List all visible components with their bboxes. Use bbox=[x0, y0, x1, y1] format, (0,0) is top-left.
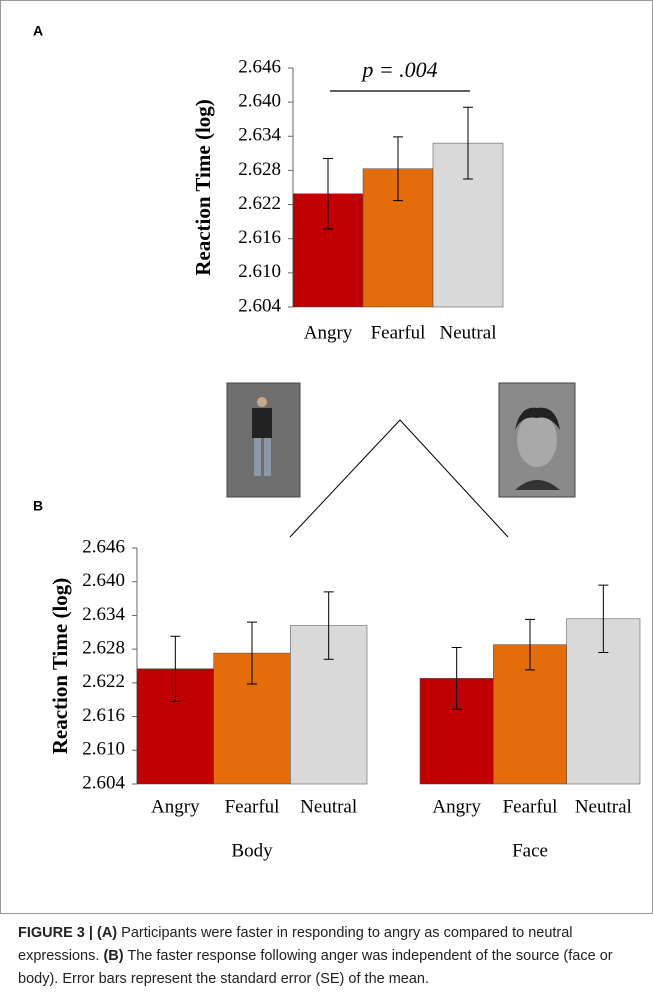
x-tick-label: Neutral bbox=[440, 322, 497, 343]
y-tick-label: 2.628 bbox=[238, 159, 281, 180]
y-tick-label: 2.610 bbox=[238, 261, 281, 282]
x-tick-label: Neutral bbox=[575, 796, 632, 817]
error-bar bbox=[393, 136, 403, 202]
y-tick-label: 2.646 bbox=[238, 56, 281, 77]
y-tick-label: 2.610 bbox=[82, 739, 125, 760]
y-tick-label: 2.628 bbox=[82, 638, 125, 659]
y-tick-label: 2.640 bbox=[82, 570, 125, 591]
x-tick-label: Fearful bbox=[371, 322, 426, 343]
y-tick-label: 2.616 bbox=[82, 705, 125, 726]
x-tick-label: Angry bbox=[151, 796, 200, 817]
error-bar bbox=[598, 584, 609, 654]
x-tick-label: Angry bbox=[432, 796, 481, 817]
panel-label: B bbox=[33, 498, 43, 514]
y-tick-label: 2.622 bbox=[82, 671, 125, 692]
x-tick-label: Fearful bbox=[225, 796, 280, 817]
y-tick-label: 2.622 bbox=[238, 193, 281, 214]
y-tick-label: 2.604 bbox=[82, 772, 125, 793]
caption: FIGURE 3 | (A) Participants were faster … bbox=[18, 922, 638, 991]
error-bar bbox=[323, 591, 334, 660]
x-tick-label: Neutral bbox=[300, 796, 357, 817]
figure: A B p = .004 2.604 2.610 2.616 2.622 2.628 2.… bbox=[0, 0, 653, 914]
group-label: Face bbox=[512, 840, 548, 861]
y-tick-label: 2.640 bbox=[238, 91, 281, 112]
error-bar bbox=[323, 157, 333, 230]
bar bbox=[432, 142, 504, 308]
y-axis-title: Reaction Time (log) bbox=[48, 578, 72, 755]
error-bar bbox=[247, 621, 257, 685]
y-tick-label: 2.634 bbox=[238, 125, 281, 146]
panel-label: A bbox=[33, 23, 43, 39]
y-tick-label: 2.604 bbox=[238, 295, 281, 316]
face-image bbox=[498, 382, 576, 498]
connector bbox=[289, 419, 509, 538]
caption-label: FIGURE 3 | bbox=[18, 925, 93, 941]
y-axis-title: Reaction Time (log) bbox=[191, 99, 215, 276]
annotation: p = .004 bbox=[360, 57, 437, 82]
y-tick-label: 2.634 bbox=[82, 604, 125, 625]
caption-text: Participants were faster in responding t… bbox=[18, 925, 573, 964]
caption-text: The faster response following anger was … bbox=[18, 948, 613, 987]
error-bar bbox=[463, 106, 473, 180]
y-tick-label: 2.616 bbox=[238, 227, 281, 248]
error-bar bbox=[525, 618, 535, 671]
caption-a-label: (A) bbox=[97, 925, 118, 941]
x-tick-label: Angry bbox=[304, 322, 353, 343]
error-bar bbox=[451, 646, 462, 710]
body-image bbox=[226, 382, 301, 498]
y-tick-label: 2.646 bbox=[82, 536, 125, 557]
error-bar bbox=[170, 635, 181, 702]
x-tick-label: Fearful bbox=[503, 796, 558, 817]
group-label: Body bbox=[231, 840, 273, 861]
caption-b-label: (B) bbox=[103, 948, 124, 964]
